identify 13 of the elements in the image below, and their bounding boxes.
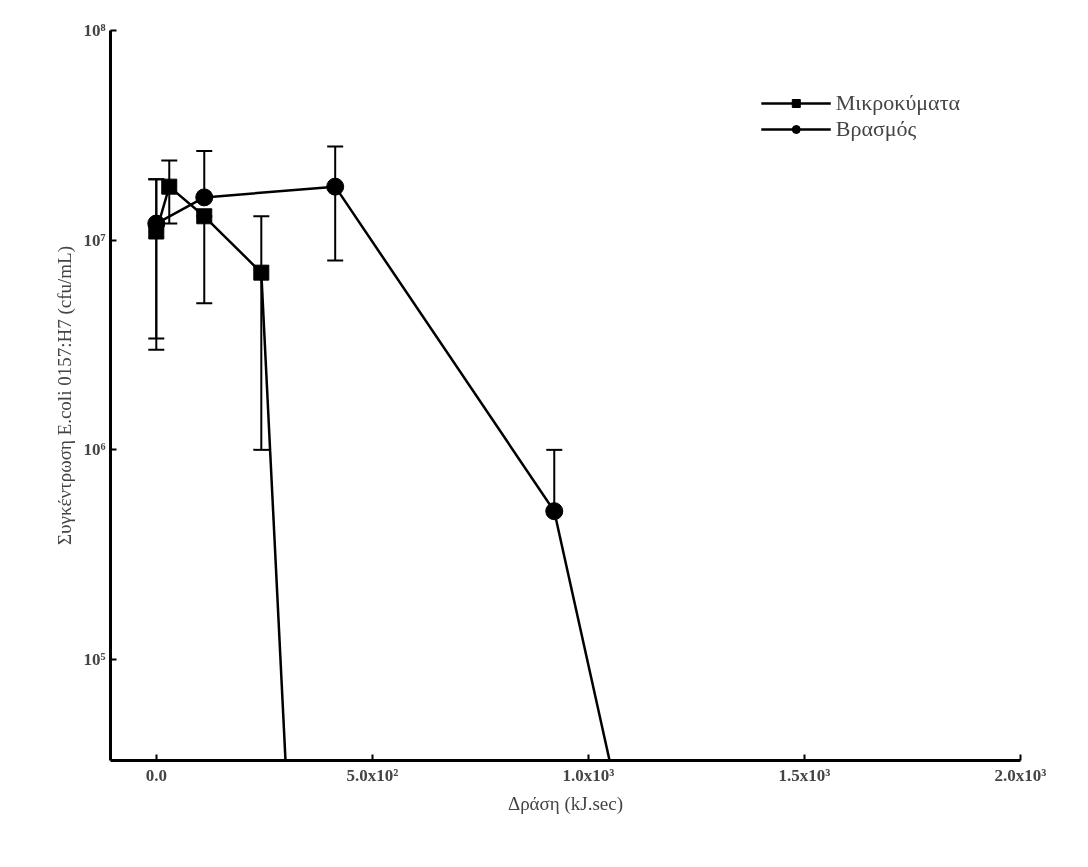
y-tick-label: 10⁷ bbox=[83, 230, 106, 250]
y-tick-label: 10⁵ bbox=[83, 650, 106, 670]
y-tick-label: 10⁶ bbox=[83, 440, 106, 460]
legend-label: Μικροκύματα bbox=[835, 90, 960, 116]
x-tick-label: 2.0x10³ bbox=[994, 765, 1047, 785]
x-tick-label: 1.0x10³ bbox=[562, 765, 615, 785]
x-tick-label: 1.5x10³ bbox=[778, 765, 831, 785]
y-axis-title: Συγκέντρωση E.coli 0157:H7 (cfu/mL) bbox=[54, 246, 77, 545]
x-tick-label: 5.0x10² bbox=[346, 765, 399, 785]
x-axis-title: Δράση (kJ.sec) bbox=[507, 792, 624, 815]
legend-label: Βρασμός bbox=[835, 116, 917, 142]
x-tick-label: 0.0 bbox=[145, 765, 167, 785]
y-tick-label: 10⁸ bbox=[83, 21, 106, 40]
